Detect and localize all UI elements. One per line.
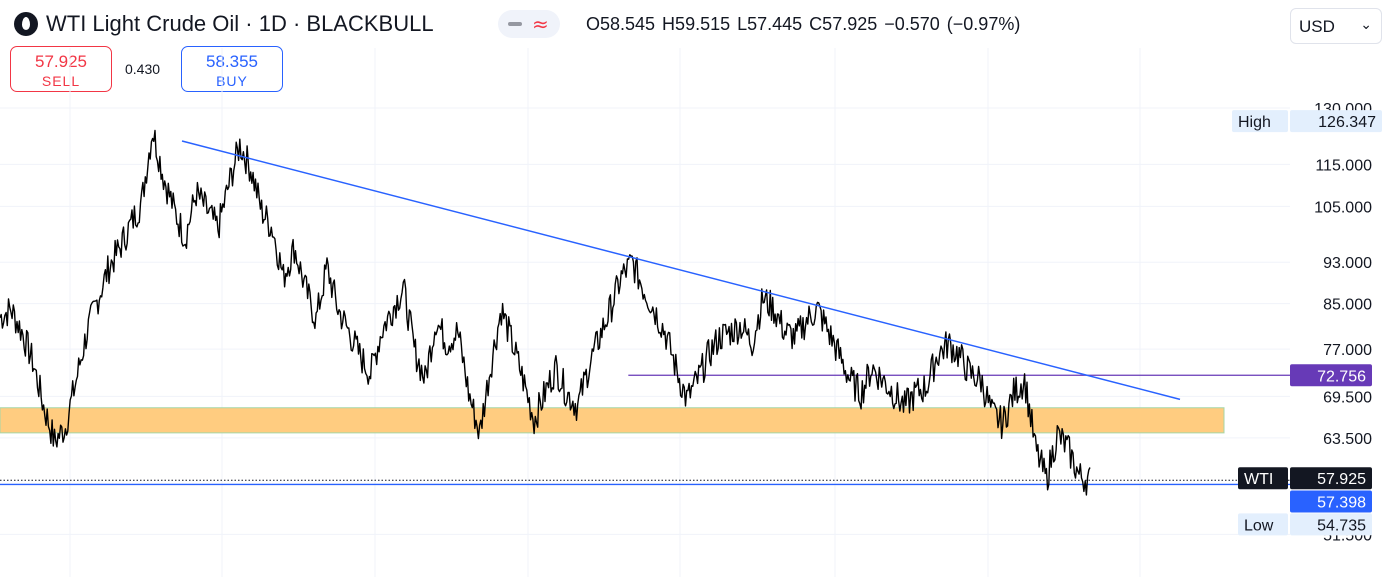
- trend-line[interactable]: [181, 140, 1181, 401]
- price-line: [0, 129, 1091, 496]
- horizontal-lines[interactable]: [0, 374, 1290, 486]
- axis-tick-label: 77.000: [1323, 342, 1372, 359]
- blue-line-tag: 57.398: [1317, 494, 1366, 511]
- buy-button[interactable]: 58.355 BUY: [181, 46, 283, 92]
- support-zone-rect: [0, 407, 1225, 434]
- low-label: Low: [1244, 517, 1274, 534]
- minus-icon[interactable]: [508, 22, 522, 26]
- axis-tick-label: 115.000: [1315, 157, 1372, 174]
- grid-lines: [0, 48, 1290, 577]
- chevron-down-icon: ⌄: [1360, 16, 1372, 32]
- indicator-toggle[interactable]: ≈: [498, 10, 560, 38]
- buy-price: 58.355: [206, 52, 258, 71]
- symbol-logo-icon: [14, 12, 38, 36]
- sell-price: 57.925: [35, 52, 87, 71]
- axis-tick-label: 85.000: [1323, 297, 1372, 314]
- resistance-tag-bg: [1290, 364, 1372, 387]
- high-value-bg: [1290, 110, 1382, 133]
- axis-tick-label: 93.000: [1323, 255, 1372, 272]
- spread-value: 0.430: [125, 61, 161, 77]
- blue-line-tag-bg: [1290, 490, 1372, 513]
- chart-header: WTI Light Crude Oil · 1D · BLACKBULL ≈ O…: [0, 0, 1386, 48]
- price-series: [0, 129, 1091, 496]
- buy-label: BUY: [216, 73, 248, 89]
- high-label: High: [1238, 114, 1271, 131]
- descending-trendline: [181, 140, 1181, 401]
- symbol-title[interactable]: WTI Light Crude Oil · 1D · BLACKBULL: [46, 11, 434, 36]
- axis-tick-label: 63.500: [1323, 431, 1372, 448]
- symbol-tag: WTI: [1244, 471, 1273, 488]
- price-axis[interactable]: 130.000115.000105.00093.00085.00077.0006…: [1314, 101, 1372, 544]
- high-value: 126.347: [1318, 114, 1376, 131]
- resistance-tag: 72.756: [1317, 368, 1366, 385]
- low-value-bg: [1290, 513, 1372, 536]
- currency-value: USD: [1299, 17, 1335, 36]
- axis-tick-label: 105.000: [1314, 199, 1372, 216]
- symbol-tag-bg: [1238, 467, 1288, 490]
- support-zone[interactable]: [0, 407, 1225, 434]
- last-price-tag: 57.925: [1317, 471, 1366, 488]
- last-price-tag-bg: [1290, 467, 1372, 490]
- low-value: 54.735: [1317, 517, 1366, 534]
- ohlc-readout: O58.545 H59.515 L57.445 C57.925 −0.570 (…: [586, 14, 1021, 34]
- currency-select[interactable]: USD ⌄: [1290, 8, 1382, 44]
- high-label-bg: [1232, 110, 1288, 133]
- approx-wave-icon[interactable]: ≈: [532, 12, 549, 36]
- price-tags: High 126.347 72.756 WTI 57.925 57.398 Low 54.73…: [1232, 110, 1382, 536]
- axis-tick-label: 69.500: [1323, 389, 1372, 406]
- low-label-bg: [1238, 513, 1288, 536]
